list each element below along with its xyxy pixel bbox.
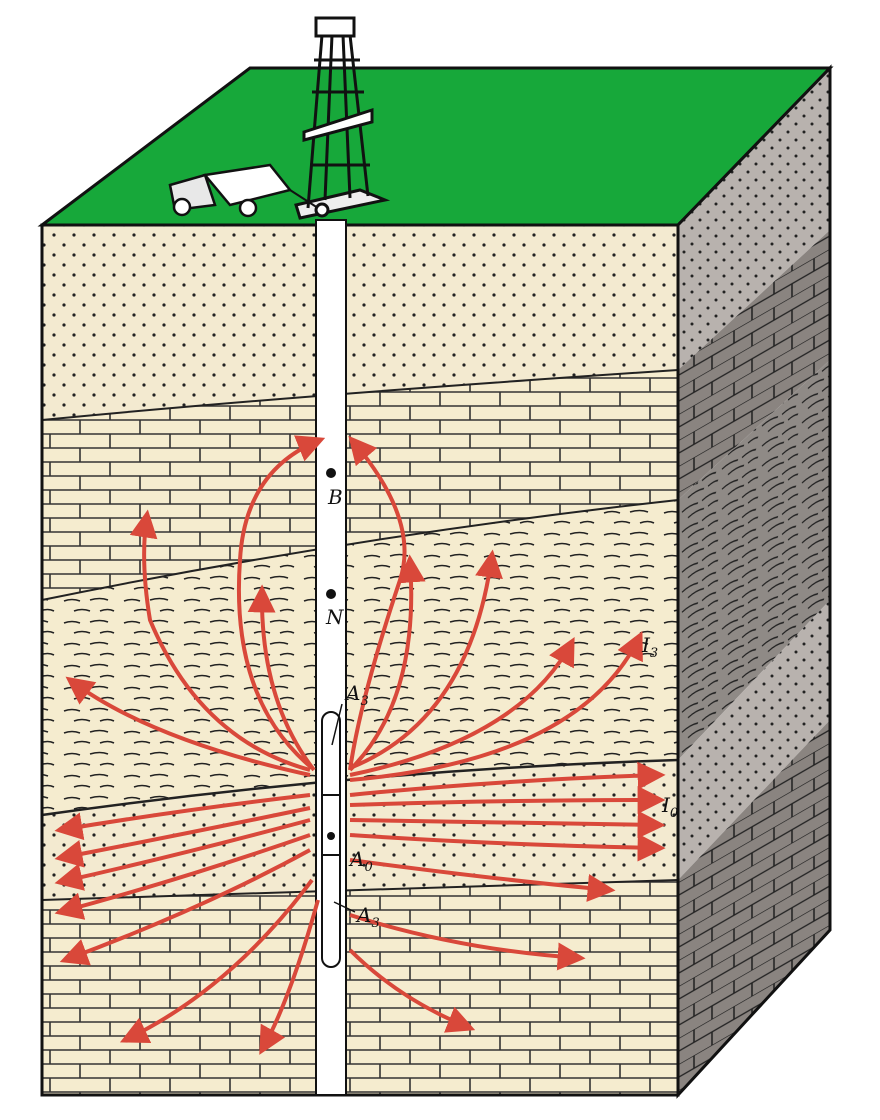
label-a0: A0 (348, 847, 373, 875)
label-a3-upper: A3 (344, 681, 369, 709)
label-i3: I3 (641, 633, 658, 661)
logging-truck (168, 163, 319, 218)
side-face (676, 64, 832, 1099)
limestone-layer-lower (42, 880, 678, 1095)
label-n: N (325, 605, 345, 629)
shale-layer (42, 500, 678, 815)
front-face (40, 223, 680, 1097)
label-i0: I0 (661, 793, 678, 821)
limestone-layer-upper (42, 370, 678, 600)
electrode-b (326, 468, 336, 478)
drilling-derrick (294, 16, 391, 220)
electrode-a0 (327, 832, 335, 840)
label-b: B (327, 485, 343, 509)
label-a3-lower: A3 (355, 903, 380, 931)
current-lines (54, 435, 666, 1055)
electrode-n (326, 589, 336, 599)
